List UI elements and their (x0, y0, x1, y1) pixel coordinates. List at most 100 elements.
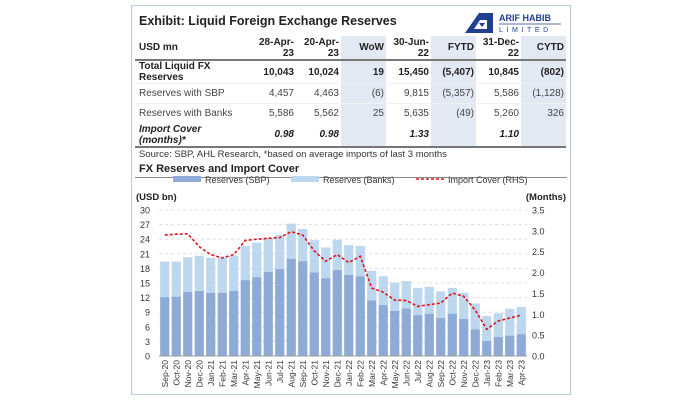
x-tick-label: Oct-20 (171, 360, 181, 386)
table-cell: (5,357) (431, 83, 476, 104)
bar-sbp (275, 268, 285, 356)
bar-banks (263, 237, 273, 272)
bar-banks (493, 313, 503, 338)
table-cell: (6) (341, 83, 386, 104)
bar-banks (217, 257, 227, 293)
table-row: Reserves with Banks 5,586 5,562 25 5,635 (49)… (135, 103, 566, 124)
chart-title: FX Reserves and Import Cover (139, 162, 300, 175)
bar-banks (321, 247, 331, 279)
table-cell: 25 (341, 103, 386, 124)
table-cell: (1,128) (521, 83, 566, 104)
fx-reserves-table: USD mn 28-Apr-23 20-Apr-23 WoW 30-Jun-22… (135, 36, 566, 148)
bar-banks (355, 246, 365, 277)
bar-sbp (482, 340, 492, 356)
x-tick-label: Mar-22 (367, 360, 377, 387)
x-tick-label: Nov-21 (321, 360, 331, 388)
y2-tick-label: 0.5 (532, 331, 545, 341)
y2-tick-label: 2.0 (532, 268, 545, 278)
table-cell: 10,024 (308, 66, 339, 78)
x-tick-label: Sep-22 (436, 360, 446, 388)
table-cell (431, 123, 476, 148)
table-cell (341, 123, 386, 148)
y-tick-label: 18 (140, 264, 150, 274)
table-cell: 10,043 (263, 66, 294, 78)
y2-tick-label: 2.5 (532, 247, 545, 257)
header-cell: 28-Apr-23 (251, 36, 296, 61)
header-cell: 20-Apr-23 (296, 36, 341, 61)
bar-sbp (447, 313, 457, 356)
row-label: Reserves with SBP (135, 83, 251, 104)
x-tick-label: Apr-21 (240, 360, 250, 386)
legend-swatch-sbp (173, 176, 201, 182)
bar-sbp (160, 297, 170, 356)
legend-swatch-banks (291, 176, 319, 182)
bar-sbp (436, 318, 446, 356)
bar-banks (171, 261, 181, 297)
row-label: Reserves with Banks (135, 103, 251, 124)
header-cell: 31-Dec-22 (476, 36, 521, 61)
y-tick-label: 0 (145, 352, 150, 362)
row-label: Total Liquid FX Reserves (139, 61, 211, 83)
table-cell: 5,260 (476, 103, 521, 124)
table-cell: 5,586 (251, 103, 296, 124)
bar-banks (286, 223, 296, 259)
y-tick-label: 27 (140, 220, 150, 230)
x-tick-label: Aug-21 (286, 360, 296, 388)
table-row: Import Cover (months)* 0.98 0.98 1.33 1.10 (135, 123, 566, 148)
bar-sbp (171, 296, 181, 356)
table-cell: 4,463 (296, 83, 341, 104)
bar-sbp (344, 274, 354, 356)
table-cell: (802) (521, 60, 566, 84)
x-tick-label: Dec-21 (332, 360, 342, 388)
bar-sbp (401, 308, 411, 356)
y2-tick-label: 1.5 (532, 289, 545, 299)
table-cell: (49) (431, 103, 476, 124)
bar-banks (298, 228, 308, 262)
header-cell: CYTD (521, 36, 566, 61)
legend-label: Reserves (SBP) (205, 175, 270, 185)
x-tick-label: Oct-22 (447, 360, 457, 386)
exhibit-frame (131, 5, 571, 395)
exhibit-title: Exhibit: Liquid Foreign Exchange Reserve… (139, 14, 397, 28)
bar-banks (252, 242, 262, 278)
header-cell: WoW (341, 36, 386, 61)
table-cell: 9,815 (386, 83, 431, 104)
bar-banks (470, 303, 480, 330)
table-row: Total Liquid FX Reserves 10,043 10,024 19 15… (135, 60, 566, 84)
bar-sbp (505, 335, 515, 356)
bar-sbp (263, 271, 273, 356)
bar-sbp (206, 292, 216, 356)
bar-sbp (309, 272, 319, 356)
bar-banks (206, 257, 216, 293)
x-tick-label: Mar-21 (229, 360, 239, 387)
bar-banks (390, 282, 400, 311)
y2-axis-label: (Months) (526, 192, 566, 203)
x-tick-label: Aug-22 (424, 360, 434, 388)
bar-sbp (194, 290, 204, 356)
x-tick-label: Oct-21 (309, 360, 319, 386)
bar-sbp (229, 290, 239, 356)
table-cell: 0.98 (251, 123, 296, 148)
table-header-row: USD mn 28-Apr-23 20-Apr-23 WoW 30-Jun-22… (135, 36, 566, 61)
y2-tick-label: 3.0 (532, 226, 545, 236)
table-cell: 1.10 (476, 123, 521, 148)
x-tick-label: May-22 (390, 360, 400, 389)
table-cell: 5,586 (476, 83, 521, 104)
bar-sbp (332, 269, 342, 356)
y-tick-label: 3 (145, 337, 150, 347)
x-tick-label: Apr-22 (378, 360, 388, 386)
table-cell: 15,450 (398, 66, 429, 78)
svg-text:LIMITED: LIMITED (499, 27, 552, 33)
row-label: Import Cover (months)* (135, 123, 251, 148)
divider (135, 176, 567, 178)
y-tick-label: 24 (140, 235, 150, 245)
y-tick-label: 6 (145, 322, 150, 332)
x-tick-label: Feb-21 (217, 360, 227, 387)
header-cell: 30-Jun-22 (386, 36, 431, 61)
x-tick-label: Sep-20 (160, 360, 170, 388)
bar-banks (332, 239, 342, 270)
bar-banks (378, 276, 388, 305)
table-cell: 0.98 (296, 123, 341, 148)
bar-sbp (298, 261, 308, 356)
bar-sbp (459, 319, 469, 356)
